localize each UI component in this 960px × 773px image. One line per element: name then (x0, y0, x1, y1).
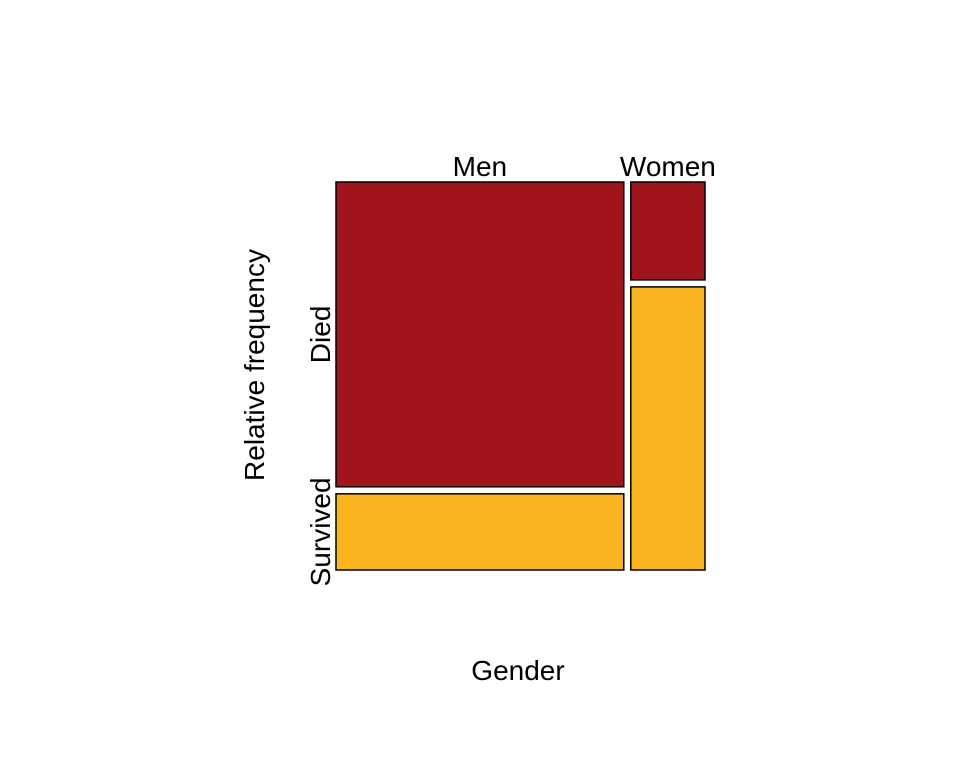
row-label: Survived (305, 477, 336, 586)
mosaic-cell (335, 493, 625, 571)
column-label: Women (620, 151, 716, 182)
y-axis-label: Relative frequency (239, 249, 270, 481)
mosaic-cell (630, 181, 706, 281)
row-label: Died (305, 306, 336, 364)
mosaic-cell (630, 286, 706, 571)
x-axis-label: Gender (471, 655, 564, 686)
mosaic-cell (335, 181, 625, 488)
column-label: Men (453, 151, 507, 182)
